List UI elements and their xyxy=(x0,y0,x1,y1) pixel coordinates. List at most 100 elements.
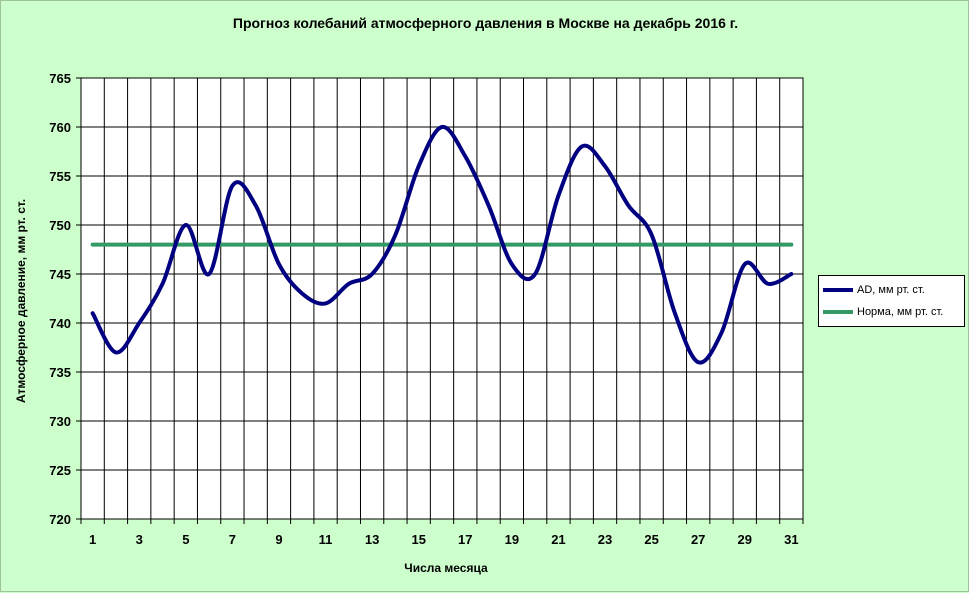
data-point-norm xyxy=(580,243,583,246)
data-point-ad xyxy=(534,273,537,276)
data-point-norm xyxy=(254,243,257,246)
data-point-ad xyxy=(138,322,141,325)
data-point-ad xyxy=(720,331,723,334)
data-point-ad xyxy=(184,224,187,227)
data-point-norm xyxy=(627,243,630,246)
x-tick-label: 25 xyxy=(644,532,658,547)
data-point-ad xyxy=(743,263,746,266)
y-tick-label: 725 xyxy=(49,463,71,478)
data-point-norm xyxy=(371,243,374,246)
data-point-norm xyxy=(394,243,397,246)
x-tick-label: 19 xyxy=(505,532,519,547)
data-point-ad xyxy=(91,312,94,315)
data-point-norm xyxy=(161,243,164,246)
data-point-ad xyxy=(277,263,280,266)
data-point-ad xyxy=(557,194,560,197)
data-point-ad xyxy=(417,165,420,168)
data-point-ad xyxy=(394,233,397,236)
data-point-norm xyxy=(91,243,94,246)
legend-item-ad: AD, мм рт. ст. xyxy=(823,279,960,301)
data-point-ad xyxy=(767,282,770,285)
data-point-ad xyxy=(301,292,304,295)
chart-title: Прогноз колебаний атмосферного давления … xyxy=(232,15,739,31)
data-point-ad xyxy=(627,204,630,207)
x-tick-label: 9 xyxy=(275,532,282,547)
data-point-norm xyxy=(301,243,304,246)
data-point-norm xyxy=(277,243,280,246)
x-tick-label: 1 xyxy=(89,532,96,547)
series-line-ad xyxy=(90,125,794,365)
data-point-norm xyxy=(347,243,350,246)
data-point-ad xyxy=(161,282,164,285)
y-tick-label: 760 xyxy=(49,120,71,135)
data-point-ad xyxy=(487,204,490,207)
x-tick-label: 15 xyxy=(411,532,425,547)
data-point-ad xyxy=(510,263,513,266)
y-tick-label: 745 xyxy=(49,267,71,282)
data-point-norm xyxy=(650,243,653,246)
data-point-ad xyxy=(650,233,653,236)
x-tick-label: 29 xyxy=(738,532,752,547)
y-tick-label: 735 xyxy=(49,365,71,380)
x-tick-label: 3 xyxy=(136,532,143,547)
y-tick-label: 755 xyxy=(49,169,71,184)
data-point-norm xyxy=(114,243,117,246)
y-tick-label: 750 xyxy=(49,218,71,233)
data-point-norm xyxy=(184,243,187,246)
legend: AD, мм рт. ст. Норма, мм рт. ст. xyxy=(818,275,965,327)
data-point-norm xyxy=(790,243,793,246)
data-point-ad xyxy=(464,155,467,158)
legend-swatch-norm xyxy=(823,310,853,314)
data-point-norm xyxy=(510,243,513,246)
data-point-norm xyxy=(464,243,467,246)
data-point-norm xyxy=(534,243,537,246)
y-tick-label: 730 xyxy=(49,414,71,429)
data-point-ad xyxy=(254,204,257,207)
data-point-norm xyxy=(697,243,700,246)
grid-layer xyxy=(76,77,804,524)
data-point-norm xyxy=(767,243,770,246)
data-point-ad xyxy=(441,126,444,129)
data-point-norm xyxy=(720,243,723,246)
data-point-ad xyxy=(231,184,234,187)
x-tick-label: 13 xyxy=(365,532,379,547)
y-axis-title: Атмосферное давление, мм рт. ст. xyxy=(14,198,28,404)
data-point-norm xyxy=(557,243,560,246)
data-point-norm xyxy=(417,243,420,246)
data-point-norm xyxy=(324,243,327,246)
data-point-ad xyxy=(604,165,607,168)
data-point-ad xyxy=(371,273,374,276)
data-point-ad xyxy=(673,312,676,315)
data-point-ad xyxy=(114,351,117,354)
data-point-ad xyxy=(208,273,211,276)
data-point-norm xyxy=(487,243,490,246)
data-point-ad xyxy=(580,145,583,148)
x-tick-label: 11 xyxy=(319,532,333,547)
x-tick-label: 17 xyxy=(458,532,472,547)
x-tick-label: 7 xyxy=(229,532,236,547)
data-point-norm xyxy=(604,243,607,246)
data-point-ad xyxy=(324,302,327,305)
x-tick-label: 21 xyxy=(551,532,565,547)
x-axis-title: Числа месяца xyxy=(404,561,488,575)
y-tick-label: 720 xyxy=(49,512,71,527)
legend-label-ad: AD, мм рт. ст. xyxy=(857,284,925,296)
series-layer xyxy=(90,125,794,365)
legend-swatch-ad xyxy=(823,288,853,292)
data-point-norm xyxy=(673,243,676,246)
data-point-ad xyxy=(347,282,350,285)
x-tick-label: 5 xyxy=(182,532,189,547)
data-point-norm xyxy=(231,243,234,246)
plot-background xyxy=(80,77,804,520)
legend-item-norm: Норма, мм рт. ст. xyxy=(823,301,960,323)
y-tick-label: 740 xyxy=(49,316,71,331)
x-tick-label: 31 xyxy=(784,532,798,547)
data-point-norm xyxy=(208,243,211,246)
data-point-norm xyxy=(441,243,444,246)
y-tick-label: 765 xyxy=(49,71,71,86)
data-point-norm xyxy=(138,243,141,246)
data-point-norm xyxy=(743,243,746,246)
